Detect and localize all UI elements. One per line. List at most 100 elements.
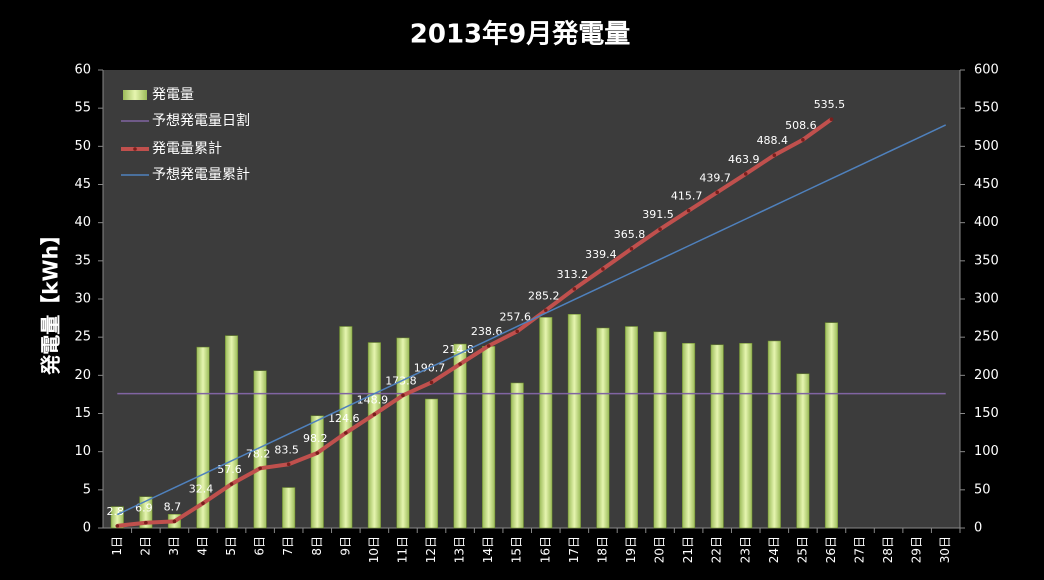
y2-tick-label: 200 — [974, 368, 999, 383]
y-tick-label: 60 — [74, 63, 91, 78]
x-tick-label: 15日 — [510, 536, 524, 563]
x-tick-label: 3日 — [167, 536, 181, 556]
data-label: 8.7 — [164, 500, 182, 513]
bar — [282, 487, 296, 529]
x-tick-label: 17日 — [567, 536, 581, 563]
bar — [310, 415, 324, 529]
y-tick-label: 30 — [74, 292, 91, 307]
y2-tick-label: 100 — [974, 444, 999, 459]
x-tick-label: 4日 — [195, 536, 209, 556]
y2-tick-label: 50 — [974, 482, 991, 497]
data-label: 57.6 — [217, 463, 242, 476]
line-marker — [658, 227, 662, 231]
data-label: 83.5 — [274, 443, 299, 456]
y2-tick-label: 300 — [974, 292, 999, 307]
line-marker — [515, 329, 520, 334]
bar — [539, 317, 553, 529]
line-marker — [572, 287, 577, 291]
x-tick-label: 27日 — [853, 536, 867, 563]
line-marker — [686, 208, 691, 213]
bar — [710, 344, 724, 529]
x-tick-label: 2日 — [138, 536, 152, 556]
bar — [739, 343, 753, 529]
data-label: 285.2 — [528, 289, 560, 302]
data-label: 391.5 — [642, 208, 674, 221]
x-tick-label: 1日 — [110, 536, 124, 556]
data-label: 98.2 — [303, 432, 328, 445]
legend-label: 発電量累計 — [152, 141, 222, 157]
x-tick-label: 8日 — [310, 536, 324, 556]
x-tick-label: 29日 — [910, 536, 924, 563]
y2-tick-label: 450 — [974, 177, 999, 192]
x-tick-label: 21日 — [681, 536, 695, 563]
bar — [824, 322, 838, 529]
data-label: 535.5 — [814, 98, 846, 111]
line-marker — [829, 117, 834, 122]
bar — [396, 337, 410, 529]
line-marker — [458, 362, 462, 366]
legend-label: 予想発電量累計 — [152, 167, 250, 183]
x-tick-label: 10日 — [367, 536, 381, 563]
data-label: 313.2 — [557, 268, 589, 281]
bar — [682, 343, 696, 529]
line-marker — [429, 380, 434, 385]
bar — [339, 326, 353, 529]
y-tick-label: 55 — [74, 101, 91, 116]
bar — [225, 335, 239, 529]
y-tick-label: 0 — [83, 521, 91, 536]
x-tick-label: 19日 — [624, 536, 638, 563]
data-label: 463.9 — [728, 153, 760, 166]
y2-tick-label: 250 — [974, 330, 999, 345]
x-tick-label: 11日 — [395, 536, 409, 563]
x-tick-label: 18日 — [595, 536, 609, 563]
bar — [139, 496, 153, 529]
bar — [367, 342, 381, 529]
data-label: 32.4 — [189, 482, 214, 495]
y-tick-label: 40 — [74, 215, 91, 230]
bar — [796, 373, 810, 529]
legend-swatch — [123, 90, 147, 100]
y-tick-label: 20 — [74, 368, 91, 383]
bar — [253, 370, 267, 529]
y-tick-label: 35 — [74, 253, 91, 268]
line-marker — [715, 190, 719, 195]
bar — [567, 314, 581, 529]
y-tick-label: 45 — [74, 177, 91, 192]
bar — [510, 382, 524, 529]
bar — [653, 331, 667, 529]
data-label: 2.8 — [107, 505, 125, 518]
y2-tick-label: 400 — [974, 215, 999, 230]
line-marker — [344, 431, 348, 435]
line-marker — [258, 466, 262, 471]
data-label: 415.7 — [671, 190, 703, 203]
y2-tick-label: 0 — [974, 521, 982, 536]
legend-label: 発電量 — [152, 87, 194, 103]
x-tick-label: 7日 — [281, 536, 295, 556]
bar — [482, 346, 496, 529]
line-marker — [543, 308, 548, 313]
bar — [424, 398, 439, 529]
y-tick-label: 25 — [74, 330, 91, 345]
line-marker — [286, 462, 291, 467]
x-tick-label: 13日 — [453, 536, 467, 563]
y2-tick-label: 500 — [974, 139, 999, 154]
y2-tick-label: 600 — [974, 63, 999, 78]
data-label: 439.7 — [699, 171, 731, 184]
y2-tick-label: 350 — [974, 253, 999, 268]
x-tick-label: 22日 — [710, 536, 724, 563]
x-tick-label: 26日 — [824, 536, 838, 563]
data-label: 257.6 — [499, 310, 531, 323]
x-tick-label: 5日 — [224, 536, 238, 556]
x-tick-label: 16日 — [538, 536, 552, 563]
line-marker — [372, 412, 377, 417]
y-tick-label: 5 — [83, 482, 91, 497]
bar — [196, 346, 210, 529]
bar — [110, 506, 124, 529]
x-tick-label: 24日 — [767, 536, 781, 563]
x-tick-label: 12日 — [424, 536, 438, 563]
y2-tick-label: 150 — [974, 406, 999, 421]
line-marker — [486, 344, 491, 348]
data-label: 214.8 — [442, 343, 474, 356]
bar — [453, 343, 467, 529]
